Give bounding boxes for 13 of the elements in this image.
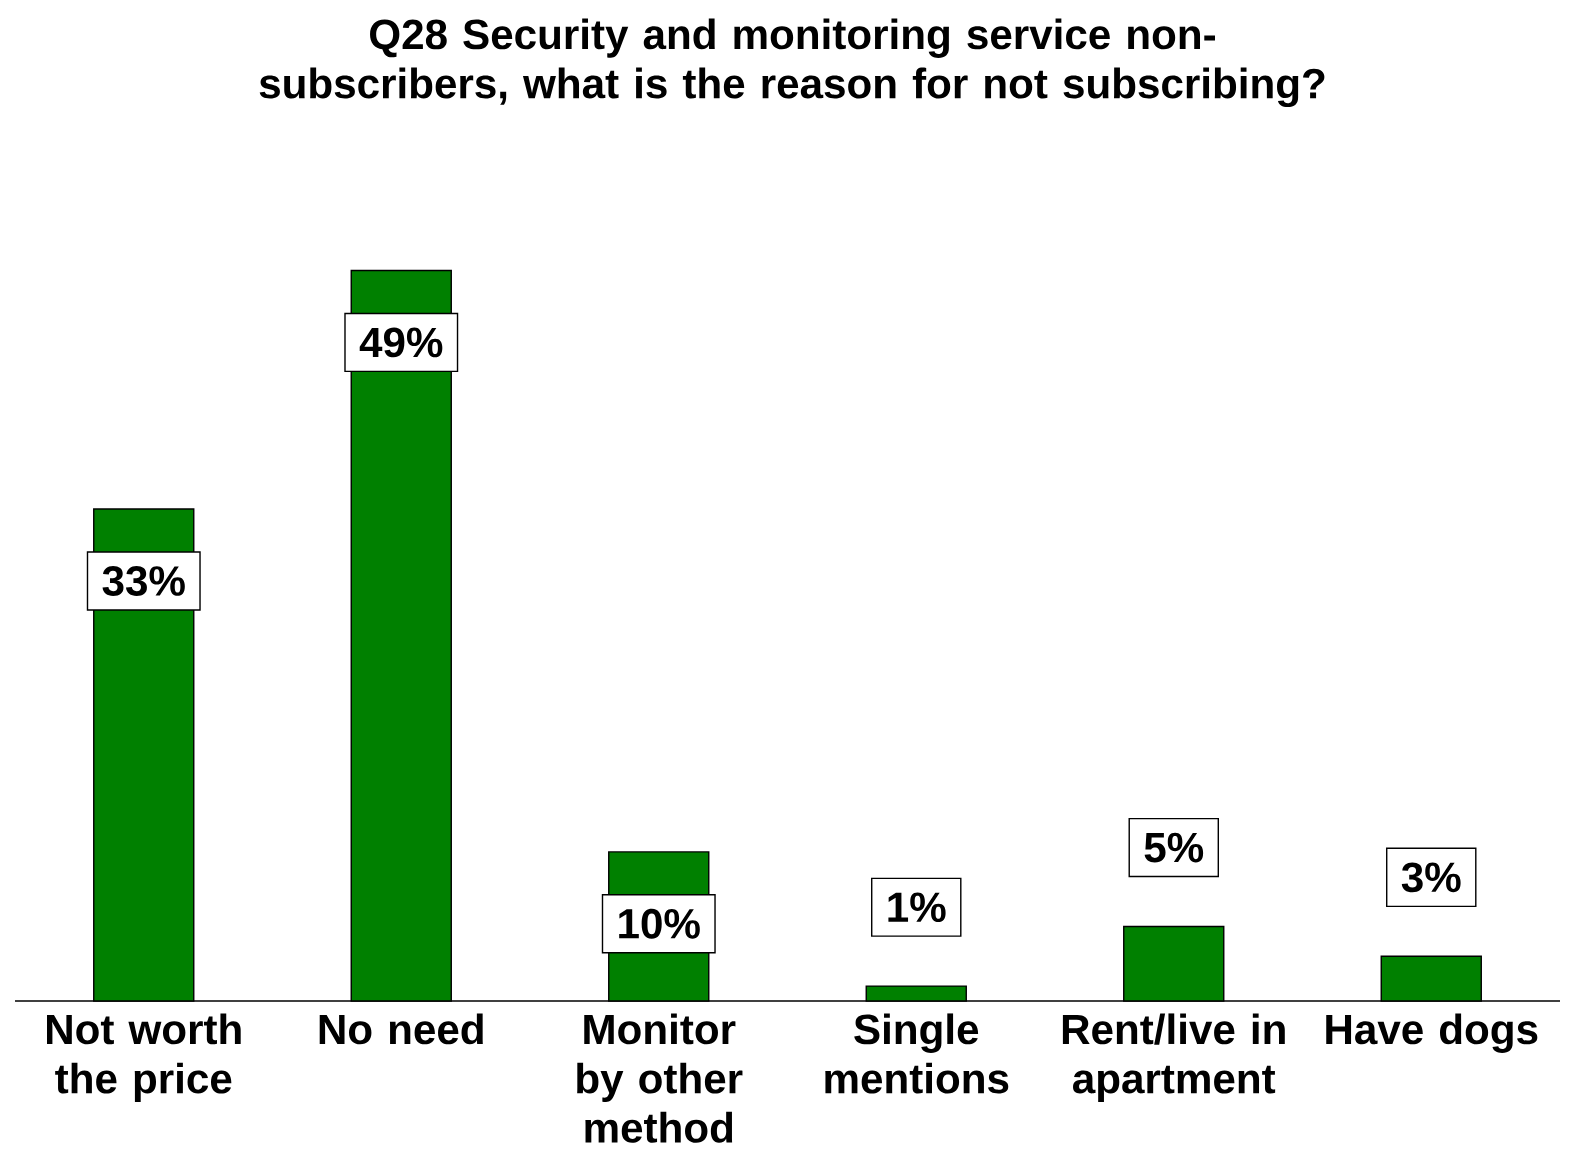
chart-title: Q28 Security and monitoring service non-subscribers, what is the reason for not subscribing? — [259, 18, 1325, 108]
data-label: 33% — [102, 566, 185, 597]
x-tick-label: No need — [319, 1013, 483, 1045]
data-label: 3% — [1401, 862, 1461, 893]
x-tick-label: Monitor by other method — [577, 1013, 743, 1144]
x-tick-label: Not worth the price — [47, 1013, 241, 1103]
data-label: 1% — [888, 892, 946, 923]
x-tick-label: Have dogs — [1326, 1013, 1538, 1054]
x-tick-label: Rent/live in apartment — [1062, 1013, 1285, 1103]
data-label: 49% — [359, 327, 443, 358]
x-tick-label: Single mentions — [825, 1013, 1009, 1094]
data-label: 10% — [619, 909, 700, 939]
data-label: 5% — [1144, 833, 1204, 863]
